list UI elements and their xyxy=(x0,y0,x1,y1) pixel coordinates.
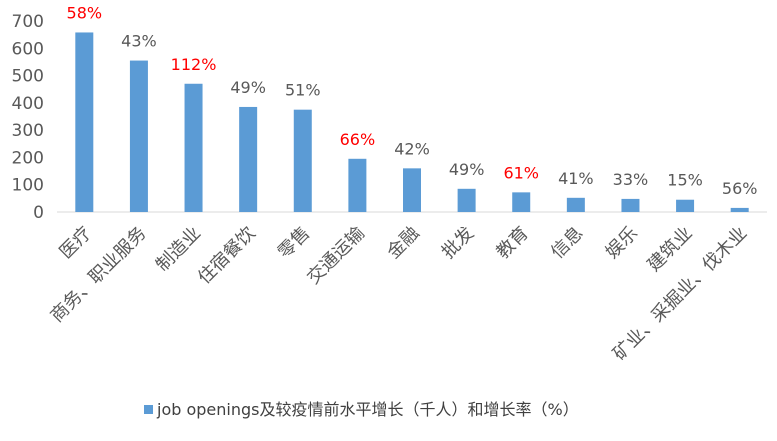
bar xyxy=(621,198,640,212)
y-axis-ticks: 0 100 200 300 400 500 600 700 xyxy=(12,12,44,223)
data-label: 56% xyxy=(722,179,758,198)
bar xyxy=(512,192,531,212)
y-tick-label: 0 xyxy=(33,203,44,223)
bar xyxy=(457,188,476,212)
category-label: 零售 xyxy=(274,223,314,263)
bar xyxy=(730,207,749,212)
bar xyxy=(129,60,148,212)
category-label: 建筑业 xyxy=(644,223,697,276)
category-label: 教育 xyxy=(492,223,532,263)
data-labels: 58% 43% 112% 49% 51% 66% 42% 49% 61% 41% 33% 15% 56% xyxy=(67,3,758,197)
category-label: 住宿餐饮 xyxy=(194,223,260,289)
category-label: 娱乐 xyxy=(602,223,642,263)
bar xyxy=(239,106,258,212)
data-label: 15% xyxy=(667,171,703,190)
y-tick-label: 300 xyxy=(12,121,44,141)
data-label: 61% xyxy=(503,163,539,182)
data-label: 49% xyxy=(449,160,485,179)
y-tick-label: 200 xyxy=(12,148,44,168)
y-tick-label: 700 xyxy=(12,12,44,32)
bar xyxy=(348,158,367,212)
data-label: 42% xyxy=(394,139,430,158)
data-label: 41% xyxy=(558,169,594,188)
data-label: 51% xyxy=(285,81,321,100)
y-tick-label: 500 xyxy=(12,67,44,87)
bar xyxy=(676,199,695,212)
bar xyxy=(566,197,585,212)
data-label: 43% xyxy=(121,32,157,51)
data-label: 33% xyxy=(613,170,649,189)
category-label: 交通运输 xyxy=(303,223,369,289)
category-label: 信息 xyxy=(547,223,587,263)
category-label: 金融 xyxy=(383,223,423,263)
bar xyxy=(403,168,421,212)
bar xyxy=(75,32,94,213)
y-tick-label: 100 xyxy=(12,176,44,196)
data-label: 49% xyxy=(230,78,266,97)
bar xyxy=(184,83,203,212)
data-label: 58% xyxy=(67,3,103,22)
bar xyxy=(293,109,312,212)
data-label: 66% xyxy=(340,130,376,149)
y-tick-label: 400 xyxy=(12,94,44,114)
category-label: 批发 xyxy=(438,223,478,263)
y-tick-label: 600 xyxy=(12,39,44,59)
data-label: 112% xyxy=(171,55,217,74)
legend: job openings及较疫情前水平增长（千人）和增长率（%） xyxy=(144,400,579,419)
category-label: 商务、职业服务 xyxy=(47,223,151,327)
category-label: 制造业 xyxy=(152,223,205,276)
legend-label: job openings及较疫情前水平增长（千人）和增长率（%） xyxy=(156,400,579,419)
category-label: 医疗 xyxy=(56,223,96,263)
legend-swatch xyxy=(144,405,153,414)
bars xyxy=(75,32,749,213)
